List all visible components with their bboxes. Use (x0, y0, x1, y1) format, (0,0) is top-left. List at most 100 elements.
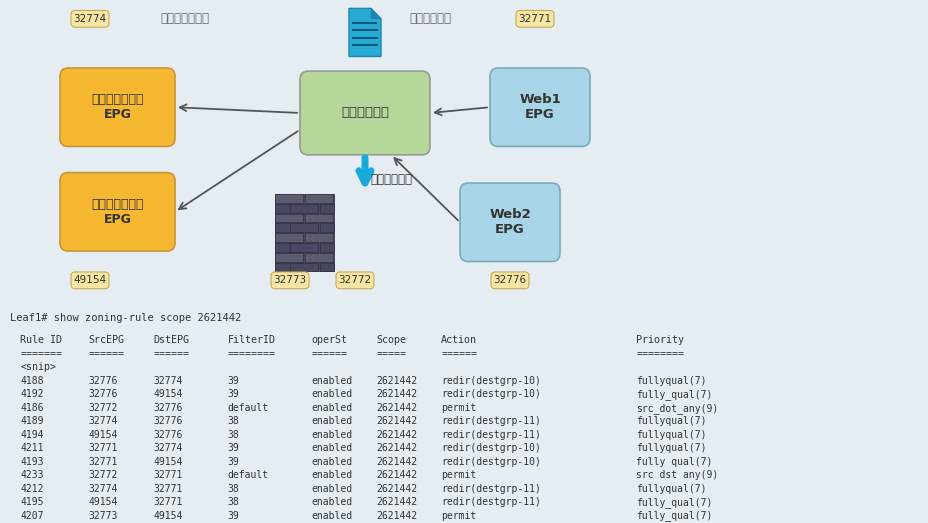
Text: <snip>: <snip> (20, 362, 57, 372)
Polygon shape (370, 8, 380, 19)
Text: src dst any(9): src dst any(9) (636, 470, 718, 480)
Text: 2621442: 2621442 (376, 470, 417, 480)
Bar (320, 223, 334, 232)
FancyBboxPatch shape (489, 68, 589, 146)
Text: 32776: 32776 (153, 403, 183, 413)
Text: FilterID: FilterID (227, 335, 276, 345)
Text: Web2
EPG: Web2 EPG (489, 208, 530, 236)
Text: =======: ======= (20, 349, 62, 359)
Text: redir(destgrp-10): redir(destgrp-10) (441, 376, 541, 386)
Text: 32773: 32773 (88, 510, 118, 520)
Polygon shape (349, 8, 380, 56)
Text: 32772: 32772 (88, 470, 118, 480)
Text: enabled: enabled (311, 457, 352, 467)
Text: 4193: 4193 (20, 457, 44, 467)
Text: 32774: 32774 (153, 443, 183, 453)
Text: 38: 38 (227, 497, 239, 507)
Text: fully_qual(7): fully_qual(7) (636, 510, 712, 521)
Text: 38: 38 (227, 416, 239, 426)
Text: 32776: 32776 (153, 416, 183, 426)
Text: 2621442: 2621442 (376, 389, 417, 399)
FancyBboxPatch shape (60, 173, 174, 251)
Text: 4188: 4188 (20, 376, 44, 386)
Bar (276, 213, 303, 222)
Bar (320, 263, 334, 271)
Text: 32776: 32776 (88, 376, 118, 386)
Text: 4194: 4194 (20, 430, 44, 440)
Text: 2621442: 2621442 (376, 416, 417, 426)
Text: enabled: enabled (311, 389, 352, 399)
Text: 2621442: 2621442 (376, 376, 417, 386)
Text: 4233: 4233 (20, 470, 44, 480)
Text: permit: permit (441, 403, 476, 413)
FancyBboxPatch shape (71, 10, 109, 27)
Bar (305, 194, 333, 203)
Bar (276, 233, 303, 242)
Text: =====: ===== (376, 349, 406, 359)
Bar (320, 204, 334, 212)
Text: 32773: 32773 (273, 275, 306, 286)
Text: コンシューマー: コンシューマー (161, 13, 210, 25)
Text: 32771: 32771 (153, 470, 183, 480)
Text: 32771: 32771 (153, 497, 183, 507)
Text: permit: permit (441, 470, 476, 480)
Text: fullyqual(7): fullyqual(7) (636, 416, 706, 426)
Text: operSt: operSt (311, 335, 347, 345)
Text: 49154: 49154 (88, 430, 118, 440)
Text: 32772: 32772 (88, 403, 118, 413)
Text: redir(destgrp-11): redir(destgrp-11) (441, 484, 541, 494)
Text: 4192: 4192 (20, 389, 44, 399)
Text: 32774: 32774 (73, 14, 107, 24)
Text: 32772: 32772 (338, 275, 371, 286)
Text: 49154: 49154 (153, 457, 183, 467)
Text: 39: 39 (227, 510, 239, 520)
Bar (290, 223, 318, 232)
Text: src_dot_any(9): src_dot_any(9) (636, 403, 718, 414)
Text: Priority: Priority (636, 335, 684, 345)
Text: 32776: 32776 (153, 430, 183, 440)
Text: 4207: 4207 (20, 510, 44, 520)
Text: 2621442: 2621442 (376, 443, 417, 453)
Text: 4211: 4211 (20, 443, 44, 453)
Text: 32771: 32771 (88, 457, 118, 467)
Text: クライアント１
EPG: クライアント１ EPG (91, 93, 144, 121)
Text: Rule ID: Rule ID (20, 335, 62, 345)
Text: redir(destgrp-10): redir(destgrp-10) (441, 443, 541, 453)
Text: permit: permit (441, 510, 476, 520)
Text: enabled: enabled (311, 376, 352, 386)
FancyBboxPatch shape (515, 10, 553, 27)
Text: クライアント２
EPG: クライアント２ EPG (91, 198, 144, 226)
Text: 32771: 32771 (88, 443, 118, 453)
Text: fullyqual(7): fullyqual(7) (636, 484, 706, 494)
FancyBboxPatch shape (459, 183, 560, 262)
Bar (276, 204, 303, 212)
Text: ======: ====== (88, 349, 124, 359)
FancyBboxPatch shape (275, 194, 335, 272)
Text: 2621442: 2621442 (376, 403, 417, 413)
Text: 32776: 32776 (88, 389, 118, 399)
Text: enabled: enabled (311, 497, 352, 507)
Text: enabled: enabled (311, 443, 352, 453)
Text: 32774: 32774 (153, 376, 183, 386)
Text: 49154: 49154 (153, 389, 183, 399)
Text: enabled: enabled (311, 470, 352, 480)
Text: fullyqual(7): fullyqual(7) (636, 443, 706, 453)
Text: fully_qual(7): fully_qual(7) (636, 497, 712, 508)
Text: 2621442: 2621442 (376, 497, 417, 507)
Text: 49154: 49154 (73, 275, 107, 286)
Text: 32771: 32771 (153, 484, 183, 494)
Text: コントラクト: コントラクト (341, 107, 389, 119)
Text: 4186: 4186 (20, 403, 44, 413)
Text: redir(destgrp-11): redir(destgrp-11) (441, 497, 541, 507)
Text: 32776: 32776 (493, 275, 526, 286)
Text: 2621442: 2621442 (376, 430, 417, 440)
Bar (276, 194, 303, 203)
Bar (290, 243, 318, 252)
Text: Scope: Scope (376, 335, 406, 345)
Text: プロバイダー: プロバイダー (408, 13, 450, 25)
Text: ========: ======== (227, 349, 276, 359)
Bar (290, 263, 318, 271)
Text: 32774: 32774 (88, 484, 118, 494)
Text: ======: ====== (311, 349, 347, 359)
Bar (276, 263, 303, 271)
